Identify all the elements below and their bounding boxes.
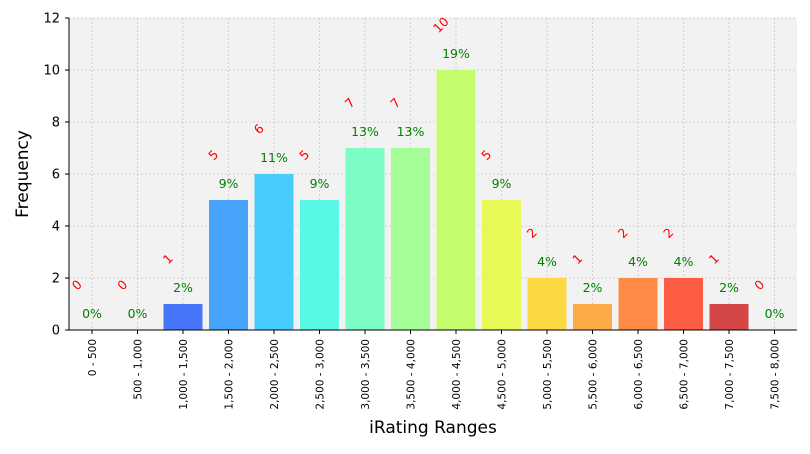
x-tick-label: 2,500 - 3,000 <box>315 339 327 410</box>
percent-label: 0% <box>82 306 102 321</box>
bar <box>618 278 658 330</box>
x-tick-label: 4,000 - 4,500 <box>451 339 463 410</box>
y-tick-label: 10 <box>43 64 60 79</box>
percent-label: 2% <box>583 280 603 295</box>
percent-label: 9% <box>492 176 512 191</box>
percent-label: 4% <box>674 254 694 269</box>
y-tick-label: 4 <box>52 220 60 235</box>
y-tick-label: 8 <box>52 116 60 131</box>
bar <box>482 200 521 330</box>
x-tick-label: 6,500 - 7,000 <box>679 339 691 410</box>
x-tick-label: 7,000 - 7,500 <box>724 339 736 410</box>
percent-label: 13% <box>397 124 425 139</box>
x-tick-label: 6,000 - 6,500 <box>633 339 645 410</box>
x-axis-label: iRating Ranges <box>369 418 497 438</box>
x-tick-label: 500 - 1,000 <box>133 339 145 400</box>
x-tick-label: 2,000 - 2,500 <box>269 339 281 410</box>
bar <box>163 304 203 330</box>
data-labels: 0%00%0 2%19%5 11%69%513%713%719%109%54%22%… <box>69 14 785 321</box>
y-axis-label: Frequency <box>13 130 33 218</box>
x-ticks: 0 - 500 500 - 1,000 1,000 - 1,500 1,500 - 2… <box>87 330 782 410</box>
percent-label: 2% <box>173 280 193 295</box>
bar <box>664 278 703 330</box>
percent-label: 0% <box>128 306 148 321</box>
bar <box>209 200 248 330</box>
x-tick-label: 1,500 - 2,000 <box>224 339 236 410</box>
percent-label: 9% <box>310 176 330 191</box>
x-tick-label: 1,000 - 1,500 <box>178 339 190 410</box>
y-tick-label: 0 <box>52 324 60 339</box>
percent-label: 2% <box>719 280 739 295</box>
percent-label: 13% <box>351 124 379 139</box>
percent-label: 19% <box>442 46 470 61</box>
bar <box>573 304 612 330</box>
percent-label: 9% <box>219 176 239 191</box>
x-tick-label: 5,000 - 5,500 <box>542 339 554 410</box>
bar <box>391 148 430 330</box>
percent-label: 11% <box>260 150 288 165</box>
percent-label: 4% <box>628 254 648 269</box>
bar <box>527 278 567 330</box>
bar <box>709 304 749 330</box>
x-tick-label: 4,500 - 5,000 <box>497 339 509 410</box>
percent-label: 0% <box>765 306 785 321</box>
x-tick-label: 3,000 - 3,500 <box>360 339 372 410</box>
percent-label: 4% <box>537 254 557 269</box>
bar <box>254 174 294 330</box>
x-tick-label: 0 - 500 <box>87 339 99 376</box>
bar <box>300 200 339 330</box>
x-tick-label: 5,500 - 6,000 <box>588 339 600 410</box>
x-tick-label: 3,500 - 4,000 <box>406 339 418 410</box>
bar <box>345 148 385 330</box>
bar <box>436 70 476 330</box>
y-ticks: 0 2 4 6 8 10 12 <box>43 12 69 339</box>
y-tick-label: 12 <box>43 12 60 27</box>
x-tick-label: 7,500 - 8,000 <box>770 339 782 410</box>
y-tick-label: 2 <box>52 272 60 287</box>
y-tick-label: 6 <box>52 168 60 183</box>
bars <box>163 70 749 330</box>
